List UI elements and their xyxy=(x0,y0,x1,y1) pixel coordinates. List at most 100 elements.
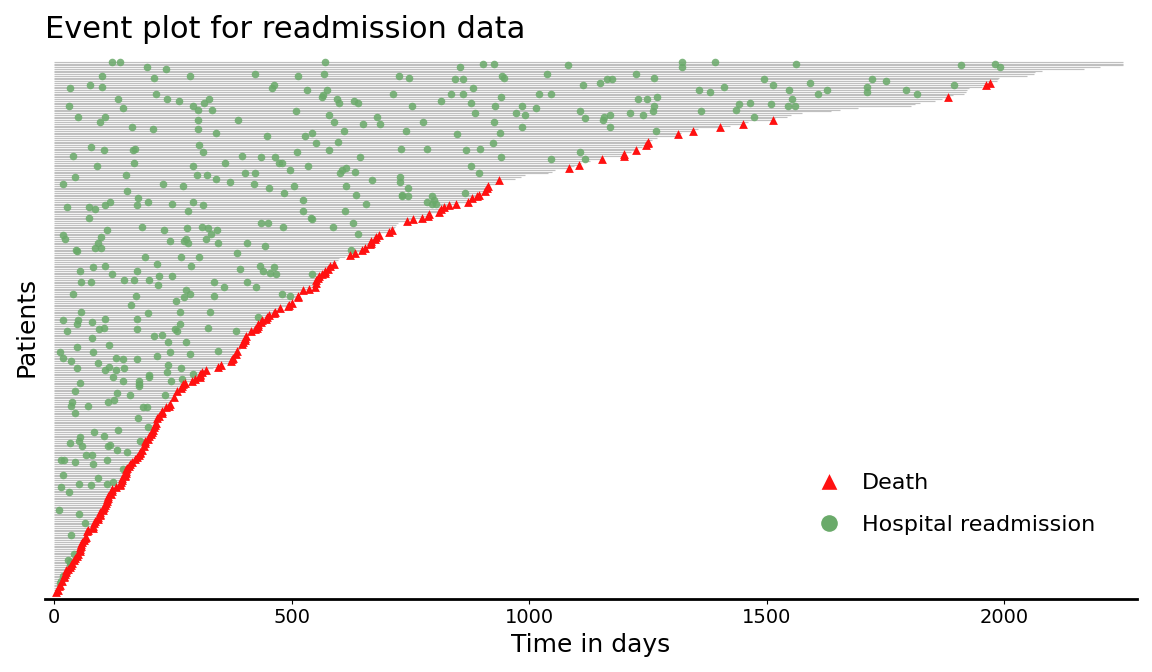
Point xyxy=(302,212,320,223)
Point xyxy=(425,195,444,206)
Point xyxy=(328,136,347,147)
Point xyxy=(727,104,745,115)
Point xyxy=(801,78,819,89)
Point xyxy=(173,374,191,384)
Point xyxy=(124,157,143,168)
Point xyxy=(47,586,66,597)
Point xyxy=(228,115,247,126)
Point xyxy=(145,331,164,342)
Point xyxy=(363,175,381,186)
Point xyxy=(98,478,116,489)
Point xyxy=(115,274,134,285)
Point xyxy=(320,260,339,271)
Point xyxy=(158,337,176,347)
Point xyxy=(362,235,380,246)
Point xyxy=(149,280,167,290)
Point xyxy=(136,437,154,448)
Point xyxy=(205,276,223,287)
Point xyxy=(247,282,265,292)
Point xyxy=(98,441,116,452)
Point xyxy=(69,112,88,122)
Point xyxy=(144,425,162,435)
Point xyxy=(361,239,379,250)
Point xyxy=(121,459,139,470)
Point xyxy=(450,62,469,73)
Point xyxy=(897,85,916,95)
Point xyxy=(279,299,297,310)
Point xyxy=(85,427,104,437)
Point xyxy=(199,93,218,104)
Point xyxy=(393,191,411,202)
Point xyxy=(431,204,449,214)
Point xyxy=(70,544,89,554)
Point xyxy=(68,551,86,562)
Point xyxy=(66,552,84,563)
Point xyxy=(170,319,189,329)
Point xyxy=(89,513,107,524)
Point xyxy=(83,522,101,533)
Point xyxy=(128,324,146,335)
Point xyxy=(137,402,156,413)
Point xyxy=(627,145,645,156)
Point xyxy=(249,321,267,331)
Point xyxy=(264,308,282,319)
Point xyxy=(68,246,86,257)
Point xyxy=(602,74,621,85)
Point xyxy=(281,165,300,175)
Point xyxy=(351,152,370,163)
Point xyxy=(639,138,658,149)
Point xyxy=(143,427,161,437)
Point xyxy=(107,482,126,493)
Point xyxy=(274,221,293,232)
Point xyxy=(53,230,71,241)
Point xyxy=(434,202,453,212)
Point xyxy=(150,411,168,421)
Point xyxy=(107,365,126,376)
Point xyxy=(303,214,321,225)
Point xyxy=(83,450,101,460)
Point xyxy=(335,126,354,136)
Point xyxy=(96,112,114,122)
Point xyxy=(104,372,122,382)
Point xyxy=(764,115,782,126)
Point xyxy=(576,154,594,165)
Point xyxy=(302,127,320,138)
Point xyxy=(371,118,389,129)
Point xyxy=(233,151,251,161)
Point xyxy=(82,141,100,152)
Point xyxy=(116,468,135,478)
Point xyxy=(138,196,157,207)
Point xyxy=(105,395,123,406)
Point xyxy=(391,171,409,182)
Point xyxy=(162,198,181,209)
Point xyxy=(130,380,149,391)
Point xyxy=(287,106,305,117)
Point xyxy=(309,273,327,284)
Point xyxy=(779,101,797,112)
Point xyxy=(83,347,101,358)
Point xyxy=(256,241,274,251)
Point xyxy=(124,145,143,156)
Point xyxy=(397,216,416,226)
Point xyxy=(271,302,289,313)
Point xyxy=(273,288,291,299)
Point xyxy=(493,71,511,81)
Point xyxy=(61,560,79,571)
Point xyxy=(570,159,589,170)
Point xyxy=(156,390,174,401)
Point xyxy=(266,152,285,163)
Point xyxy=(167,296,185,306)
Point xyxy=(313,269,332,280)
Point xyxy=(152,407,170,418)
Point xyxy=(52,455,70,466)
Point xyxy=(53,179,71,190)
Point xyxy=(113,474,131,485)
Point xyxy=(400,73,418,83)
Point xyxy=(69,549,88,560)
Point xyxy=(245,179,264,190)
Point xyxy=(128,413,146,423)
Point xyxy=(260,267,279,278)
Point xyxy=(78,524,97,535)
Point xyxy=(147,351,166,362)
Point xyxy=(462,161,480,171)
